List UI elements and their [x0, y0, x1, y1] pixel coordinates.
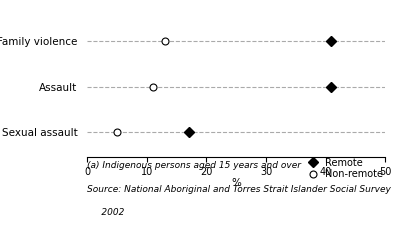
- X-axis label: %: %: [231, 178, 241, 188]
- Legend: Remote, Non-remote: Remote, Non-remote: [303, 158, 383, 180]
- Text: 2002: 2002: [87, 208, 125, 217]
- Text: (a) Indigenous persons aged 15 years and over: (a) Indigenous persons aged 15 years and…: [87, 160, 301, 170]
- Text: Source: National Aboriginal and Torres Strait Islander Social Survey: Source: National Aboriginal and Torres S…: [87, 185, 391, 194]
